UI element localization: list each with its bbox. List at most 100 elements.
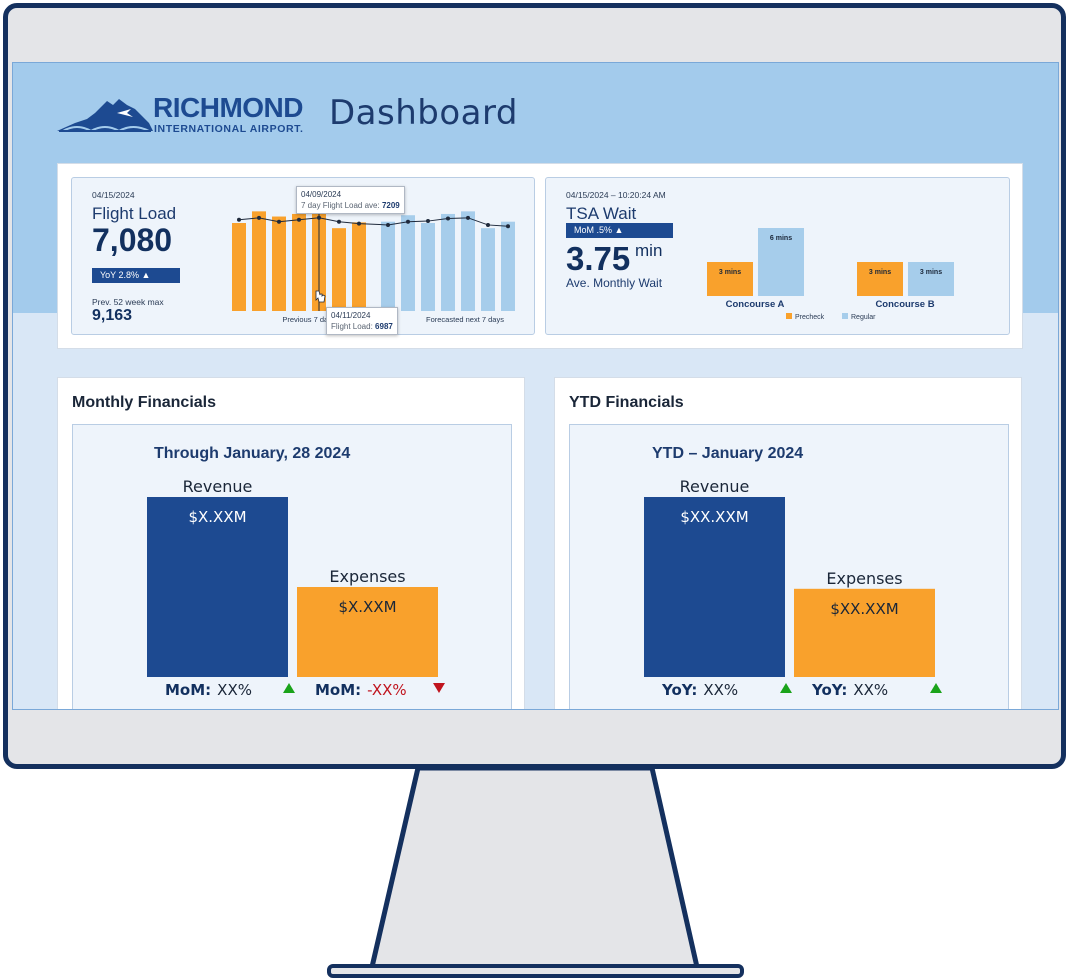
average-line-point[interactable] xyxy=(466,215,470,220)
tsa-title: TSA Wait xyxy=(566,204,637,223)
tsa-datetime: 04/15/2024 – 10:20:24 AM xyxy=(566,190,666,200)
tooltip-point-value: 6987 xyxy=(375,322,393,331)
monitor-frame: RICHMOND INTERNATIONAL AIRPORT. Dashboar… xyxy=(3,3,1066,769)
monthly-financials-chart[interactable]: Revenue $X.XXM MoM: XX% Expenses $X.XXM MoM: -X… xyxy=(73,425,513,710)
financial-bar[interactable] xyxy=(644,497,785,677)
flight-load-group-label: Previous 7 days xyxy=(282,315,336,324)
prev-max-value: 9,163 xyxy=(92,307,133,324)
virginia-logo-icon xyxy=(57,99,153,133)
kpi-card: 04/15/2024 Flight Load 7,080 YoY 2.8% ▲ … xyxy=(57,163,1023,349)
flight-load-date: 04/15/2024 xyxy=(92,190,135,200)
flight-load-bar[interactable] xyxy=(252,211,266,311)
average-line-point[interactable] xyxy=(297,217,301,222)
tooltip-average-date: 04/09/2024 xyxy=(301,190,342,199)
financial-value-label: $X.XXM xyxy=(338,598,396,616)
flight-load-bar[interactable] xyxy=(501,221,515,311)
average-line-point[interactable] xyxy=(426,219,430,224)
dashboard-screen: RICHMOND INTERNATIONAL AIRPORT. Dashboar… xyxy=(12,62,1059,710)
financial-category-label: Expenses xyxy=(826,569,902,588)
ytd-financials-heading: YTD – January 2024 xyxy=(652,445,804,462)
tsa-category-label: Concourse A xyxy=(726,299,785,310)
tsa-wait-unit: min xyxy=(635,241,663,260)
financial-bar[interactable] xyxy=(147,497,288,677)
flight-load-bar[interactable] xyxy=(381,221,395,311)
flight-load-panel[interactable]: 04/15/2024 Flight Load 7,080 YoY 2.8% ▲ … xyxy=(71,177,535,335)
flight-load-bar[interactable] xyxy=(272,216,286,311)
tsa-mom-badge: MoM .5% ▲ xyxy=(566,223,673,238)
tsa-bar[interactable] xyxy=(908,262,954,296)
legend-swatch xyxy=(842,313,848,319)
flight-load-bar[interactable] xyxy=(292,213,306,311)
tooltip-point-date: 04/11/2024 xyxy=(331,311,371,320)
tsa-bar[interactable] xyxy=(707,262,753,296)
up-arrow-icon xyxy=(283,683,295,693)
tsa-subtitle: Ave. Monthly Wait xyxy=(566,276,663,290)
flight-load-bar[interactable] xyxy=(352,222,366,311)
average-line-point[interactable] xyxy=(386,222,390,227)
average-line-point[interactable] xyxy=(257,215,261,220)
tooltip-average-label: 7 day Flight Load ave: xyxy=(301,201,380,210)
tooltip-average-value: 7209 xyxy=(381,201,400,210)
flight-load-bar[interactable] xyxy=(332,228,346,311)
flight-load-title: Flight Load xyxy=(92,204,177,223)
average-line-point[interactable] xyxy=(486,222,490,227)
prev-max-label: Prev. 52 week max xyxy=(92,297,164,307)
financial-change-text: MoM: -XX% xyxy=(315,681,407,699)
average-line-point[interactable] xyxy=(357,221,361,226)
tsa-bar-label: 3 mins xyxy=(719,269,741,276)
financial-change-text: MoM: XX% xyxy=(165,681,252,699)
financial-category-label: Expenses xyxy=(329,567,405,586)
financial-bar[interactable] xyxy=(297,587,438,677)
monthly-financials-title: Monthly Financials xyxy=(72,394,217,411)
ytd-financials-panel[interactable]: YTD – January 2024 Revenue $XX.XXM YoY: XX%… xyxy=(569,424,1010,710)
tooltip-point: 04/11/2024 Flight Load: 6987 xyxy=(326,307,398,335)
average-line-point[interactable] xyxy=(237,217,241,222)
monitor-base xyxy=(327,964,744,978)
financial-change-text: YoY: XX% xyxy=(811,681,888,699)
monthly-financials-heading: Through January, 28 2024 xyxy=(154,445,351,462)
up-arrow-icon xyxy=(930,683,942,693)
page-title: Dashboard xyxy=(329,93,518,133)
logo-subtitle: INTERNATIONAL AIRPORT. xyxy=(154,123,304,135)
ytd-financials-chart[interactable]: Revenue $XX.XXM YoY: XX% Expenses $XX.XXM YoY:… xyxy=(570,425,1010,710)
financial-bar[interactable] xyxy=(794,588,935,677)
tsa-bar-label: 3 mins xyxy=(920,269,942,276)
airport-logo[interactable]: RICHMOND INTERNATIONAL AIRPORT. xyxy=(57,93,317,137)
tsa-bar-label: 3 mins xyxy=(869,269,891,276)
tsa-bar[interactable] xyxy=(857,262,903,296)
flight-load-yoy-badge: YoY 2.8% ▲ xyxy=(92,268,180,283)
legend-label: Regular xyxy=(851,314,876,321)
average-line-point[interactable] xyxy=(506,224,510,229)
average-line-point[interactable] xyxy=(406,219,410,224)
down-arrow-icon xyxy=(433,683,445,693)
financial-value-label: $XX.XXM xyxy=(830,600,898,618)
financial-value-label: $X.XXM xyxy=(188,508,246,526)
tsa-category-label: Concourse B xyxy=(875,299,934,310)
tsa-bar-label: 6 mins xyxy=(770,235,792,242)
monthly-financials-card: Monthly Financials Through January, 28 2… xyxy=(57,377,525,710)
flight-load-chart[interactable]: Previous 7 days Forecasted next 7 days xyxy=(222,183,522,333)
average-line-point[interactable] xyxy=(446,216,450,221)
average-line-point[interactable] xyxy=(277,219,281,224)
ytd-financials-card: YTD Financials YTD – January 2024 Revenu… xyxy=(554,377,1022,710)
ytd-financials-title: YTD Financials xyxy=(569,394,684,411)
monthly-financials-panel[interactable]: Through January, 28 2024 Revenue $X.XXM Mo… xyxy=(72,424,513,710)
flight-load-bar[interactable] xyxy=(481,228,495,311)
financial-change-text: YoY: XX% xyxy=(661,681,738,699)
flight-load-bar[interactable] xyxy=(232,223,246,311)
flight-load-bar[interactable] xyxy=(421,223,435,311)
flight-load-group-label: Forecasted next 7 days xyxy=(426,315,504,324)
hand-cursor-icon xyxy=(315,290,326,303)
tsa-wait-chart[interactable]: 3 mins 6 mins Concourse A 3 mins 3 mins Conco… xyxy=(696,218,996,326)
flight-load-bar[interactable] xyxy=(461,211,475,311)
financial-category-label: Revenue xyxy=(183,477,253,496)
flight-load-bar[interactable] xyxy=(441,213,455,311)
flight-load-value: 7,080 xyxy=(92,222,173,258)
average-line-point[interactable] xyxy=(337,219,341,224)
tsa-wait-panel[interactable]: 04/15/2024 – 10:20:24 AM TSA Wait MoM .5… xyxy=(545,177,1010,335)
flight-load-bar[interactable] xyxy=(401,215,415,311)
tsa-bar[interactable] xyxy=(758,228,804,296)
legend-swatch xyxy=(786,313,792,319)
